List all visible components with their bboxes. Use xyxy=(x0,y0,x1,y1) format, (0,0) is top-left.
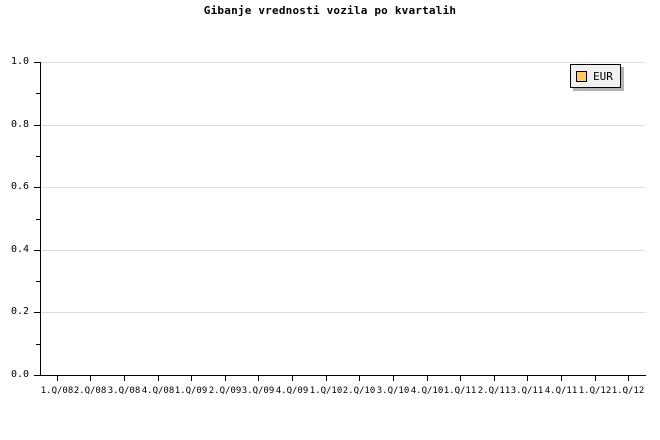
x-tick xyxy=(393,376,394,381)
y-axis-label: 1.0 xyxy=(10,56,29,67)
legend-label: EUR xyxy=(593,69,613,83)
y-tick-minor xyxy=(36,281,40,283)
x-axis-label: 3.Q/09 xyxy=(241,386,275,396)
y-gridline xyxy=(40,62,645,63)
x-tick xyxy=(258,376,259,381)
x-tick xyxy=(191,376,192,381)
y-gridline xyxy=(40,249,645,251)
x-axis-label: 1.Q/12 xyxy=(611,386,645,396)
y-tick-major xyxy=(34,375,40,376)
x-tick xyxy=(292,376,293,381)
y-tick-minor xyxy=(36,343,40,345)
x-axis-label: 3.Q/11 xyxy=(510,386,544,396)
x-tick xyxy=(595,376,596,381)
x-axis-label: 2.Q/09 xyxy=(208,386,242,396)
x-tick xyxy=(90,376,91,381)
chart-legend[interactable]: EUR xyxy=(570,64,621,88)
x-tick xyxy=(57,376,58,381)
y-tick-minor xyxy=(36,93,40,95)
y-tick-minor xyxy=(36,155,40,157)
y-gridline xyxy=(40,124,645,126)
x-axis-label: 4.Q/11 xyxy=(544,386,578,396)
x-axis-label: 1.Q/08 xyxy=(40,386,74,396)
y-tick-major xyxy=(34,187,40,189)
plot-area xyxy=(40,62,645,375)
x-axis-label: 4.Q/08 xyxy=(141,386,175,396)
x-axis-label: 3.Q/08 xyxy=(107,386,141,396)
x-axis-label: 1.Q/11 xyxy=(443,386,477,396)
y-axis-label: 0.4 xyxy=(10,243,29,255)
x-tick xyxy=(427,376,428,381)
x-axis-label: 3.Q/10 xyxy=(376,386,410,396)
x-tick xyxy=(326,376,327,381)
chart-title: Gibanje vrednosti vozila po kvartalih xyxy=(203,4,457,17)
x-axis-label: 1.Q/10 xyxy=(309,386,343,396)
x-axis-label: 4.Q/10 xyxy=(410,386,444,396)
y-tick-major xyxy=(34,62,40,63)
y-gridline xyxy=(40,187,645,189)
x-tick xyxy=(494,376,495,381)
x-axis-label: 2.Q/08 xyxy=(73,386,107,396)
y-axis-label: 0.8 xyxy=(10,118,29,130)
x-tick xyxy=(158,376,159,381)
legend-swatch-icon xyxy=(576,70,587,82)
y-axis-line xyxy=(40,62,41,376)
y-axis-label: 0.2 xyxy=(10,306,29,318)
y-tick-major xyxy=(34,124,40,126)
x-tick xyxy=(359,376,360,381)
x-tick xyxy=(225,376,226,381)
y-tick-major xyxy=(34,249,40,251)
y-tick-major xyxy=(34,312,40,314)
x-axis-label: 1.Q/12 xyxy=(578,386,612,396)
y-gridline xyxy=(40,312,645,314)
x-axis-label: 2.Q/11 xyxy=(477,386,511,396)
x-axis-label: 1.Q/09 xyxy=(174,386,208,396)
x-tick xyxy=(527,376,528,381)
x-axis-line xyxy=(40,375,646,376)
x-axis-label: 2.Q/10 xyxy=(342,386,376,396)
x-tick xyxy=(124,376,125,381)
x-axis-label: 4.Q/09 xyxy=(275,386,309,396)
y-tick-minor xyxy=(36,218,40,220)
y-axis-label: 0.6 xyxy=(10,181,29,193)
x-tick xyxy=(628,376,629,381)
x-tick xyxy=(460,376,461,381)
x-tick xyxy=(561,376,562,381)
y-axis-label: 0.0 xyxy=(10,369,29,380)
